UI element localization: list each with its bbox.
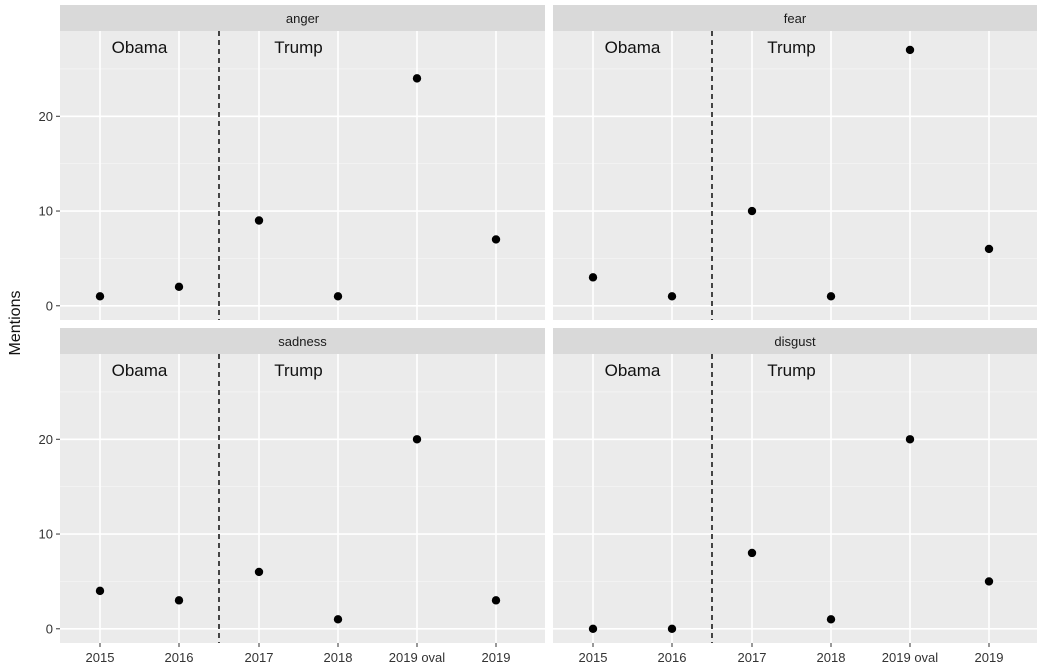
panel-background [60,31,545,320]
data-point [412,435,422,444]
facet-strip-label: fear [784,11,807,26]
annotation-trump: Trump [274,361,323,380]
annotation-obama: Obama [605,361,661,380]
x-tick-label: 2018 [817,650,846,665]
x-tick-label: 2016 [658,650,687,665]
y-tick-label: 0 [46,621,53,636]
data-point [333,615,343,624]
y-tick-label: 0 [46,298,53,313]
data-point [905,435,915,444]
facet-strip-label: disgust [774,334,816,349]
data-point [667,292,677,301]
data-point [984,577,994,586]
data-point [491,596,501,605]
facet-panel-anger: anger Obama Trump 0 10 20 [39,5,545,320]
facet-strip-label: anger [286,11,320,26]
x-tick-label: 2019 [975,650,1004,665]
data-point [905,45,915,55]
facet-panel-sadness: sadness Obama Trump 0 10 20 2015 2016 2017 2018 20… [39,328,545,665]
y-tick-label: 10 [39,204,53,219]
data-point [254,216,264,225]
data-point [826,292,836,301]
x-tick-label: 2019 [482,650,511,665]
x-tick-label: 2015 [86,650,115,665]
data-point [667,624,677,633]
annotation-obama: Obama [112,38,168,57]
x-tick-label: 2019 oval [882,650,938,665]
panel-background [553,354,1037,643]
data-point [588,273,598,282]
data-point [174,282,184,292]
data-point [747,206,757,216]
facet-strip [60,5,545,31]
panel-background [60,354,545,643]
facet-strip [553,5,1037,31]
y-tick-label: 20 [39,432,53,447]
data-point [984,244,994,254]
data-point [826,615,836,624]
facet-strip-label: sadness [278,334,327,349]
data-point [491,235,501,244]
data-point [588,624,598,633]
data-point [747,548,757,558]
annotation-trump: Trump [274,38,323,57]
data-point [412,74,422,83]
data-point [333,292,343,301]
x-tick-label: 2016 [165,650,194,665]
annotation-trump: Trump [767,361,816,380]
y-tick-label: 20 [39,109,53,124]
facet-panel-fear: fear Obama Trump [553,5,1037,320]
facet-strip [553,328,1037,354]
x-tick-label: 2017 [738,650,767,665]
annotation-trump: Trump [767,38,816,57]
y-axis-label: Mentions [7,291,24,356]
annotation-obama: Obama [605,38,661,57]
data-point [95,292,105,301]
panel-background [553,31,1037,320]
annotation-obama: Obama [112,361,168,380]
x-tick-label: 2018 [324,650,353,665]
x-tick-label: 2017 [245,650,274,665]
data-point [95,586,105,596]
y-tick-label: 10 [39,527,53,542]
data-point [174,596,184,605]
facet-panel-disgust: disgust Obama Trump 2015 2016 2017 2018 2019 ov… [553,328,1037,665]
x-tick-label: 2015 [579,650,608,665]
x-tick-label: 2019 oval [389,650,445,665]
facet-strip [60,328,545,354]
data-point [254,567,264,577]
